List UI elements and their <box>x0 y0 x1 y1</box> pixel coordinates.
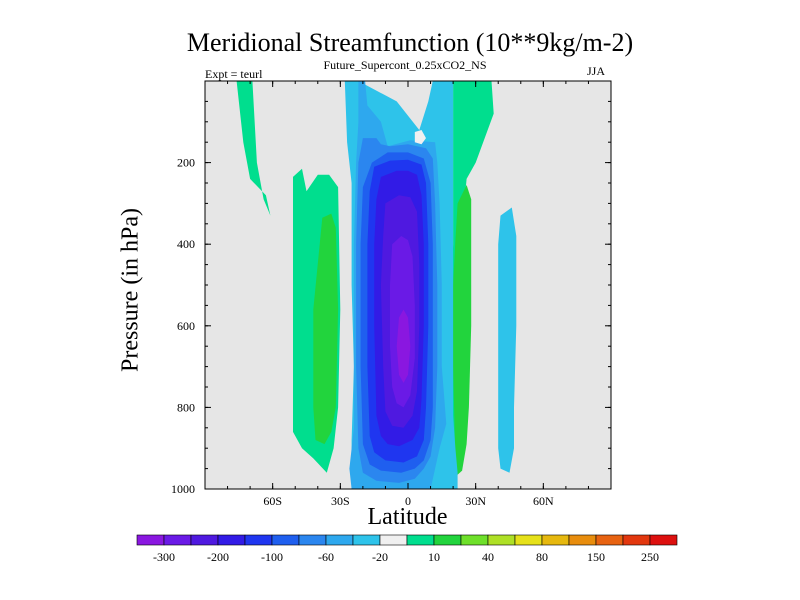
colorbar-swatch <box>649 534 678 546</box>
colorbar-label: -60 <box>318 550 334 564</box>
y-tick-label: 1000 <box>171 482 195 496</box>
contour-region <box>453 185 472 475</box>
y-tick-label: 600 <box>177 319 195 333</box>
axis-ticks: 60S 30S 0 30N 60N 200 400 600 800 1000 <box>171 81 612 508</box>
colorbar-swatch <box>325 534 354 546</box>
colorbar-swatch <box>217 534 246 546</box>
colorbar-label: -200 <box>207 550 229 564</box>
colorbar-swatch <box>190 534 219 546</box>
season-label: JJA <box>587 64 606 78</box>
colorbar-label: -100 <box>261 550 283 564</box>
colorbar-swatch <box>244 534 273 546</box>
colorbar-swatch <box>298 534 327 546</box>
colorbar-swatch <box>163 534 192 546</box>
experiment-label: Expt = teurl <box>205 67 263 81</box>
colorbar: -300 -200 -100 -60 -20 10 40 80 150 250 <box>136 534 678 564</box>
colorbar-label: 10 <box>428 550 440 564</box>
x-tick-label: 30S <box>331 494 350 508</box>
contour-region <box>236 81 271 216</box>
x-tick-label: 60S <box>263 494 282 508</box>
colorbar-label: 40 <box>482 550 494 564</box>
x-tick-label: 0 <box>405 494 411 508</box>
colorbar-swatch <box>406 534 435 546</box>
x-tick-label: 30N <box>465 494 486 508</box>
colorbar-swatch <box>379 534 408 546</box>
y-tick-label: 400 <box>177 237 195 251</box>
contour-region <box>414 130 426 145</box>
colorbar-swatch <box>271 534 300 546</box>
colorbar-label: 80 <box>536 550 548 564</box>
x-axis-title: Latitude <box>367 504 448 530</box>
colorbar-swatch <box>541 534 570 546</box>
y-tick-label: 200 <box>177 156 195 170</box>
colorbar-swatch <box>568 534 597 546</box>
colorbar-swatch <box>352 534 381 546</box>
colorbar-swatch <box>595 534 624 546</box>
chart-subtitle: Future_Supercont_0.25xCO2_NS <box>323 58 487 72</box>
contour-region <box>313 213 339 445</box>
colorbar-label: -300 <box>153 550 175 564</box>
colorbar-swatch <box>514 534 543 546</box>
contour-region <box>498 207 517 473</box>
contour-regions <box>236 81 517 489</box>
colorbar-label: 250 <box>641 550 659 564</box>
colorbar-label: 150 <box>587 550 605 564</box>
contour-region <box>396 309 411 383</box>
colorbar-swatch <box>136 534 165 546</box>
colorbar-swatch <box>460 534 489 546</box>
chart-title: Meridional Streamfunction (10**9kg/m-2) <box>186 28 634 57</box>
colorbar-swatch <box>433 534 462 546</box>
colorbar-swatch <box>487 534 516 546</box>
y-tick-label: 800 <box>177 400 195 414</box>
colorbar-label: -20 <box>372 550 388 564</box>
x-tick-label: 60N <box>533 494 554 508</box>
colorbar-swatch <box>622 534 651 546</box>
